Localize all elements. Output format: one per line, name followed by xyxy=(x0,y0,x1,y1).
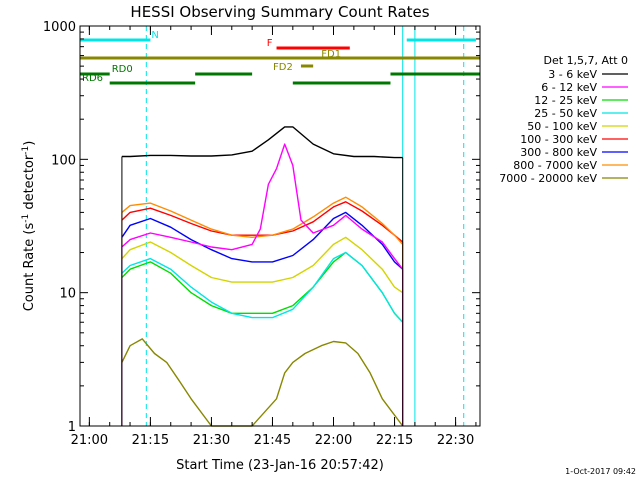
y-axis-label-superscript: -1 xyxy=(21,146,31,155)
y-tick-label: 10 xyxy=(59,287,76,302)
x-tick-label: 21:30 xyxy=(193,433,230,448)
y-axis: 1 10 100 1000 xyxy=(43,20,480,435)
legend-label: 12 - 25 keV xyxy=(534,94,597,107)
legend-label: 300 - 800 keV xyxy=(520,146,597,159)
legend-label: 100 - 300 keV xyxy=(520,133,597,146)
y-axis-label-superscript: -1 xyxy=(21,214,31,223)
legend-label: 50 - 100 keV xyxy=(527,120,597,133)
series-line xyxy=(121,196,404,245)
series-line xyxy=(121,126,403,159)
series-line xyxy=(121,338,404,427)
x-axis: 21:00 21:15 21:30 21:45 22:00 22:15 22:30 xyxy=(71,26,477,448)
y-axis-label-part: Count Rate (s xyxy=(22,223,37,312)
legend-label: 25 - 50 keV xyxy=(534,107,597,120)
x-tick-label: 22:15 xyxy=(376,433,413,448)
legend-label: 3 - 6 keV xyxy=(548,68,597,81)
legend-label: 7000 - 20000 keV xyxy=(499,172,597,185)
series-group xyxy=(121,126,404,427)
chart-title: HESSI Observing Summary Count Rates xyxy=(130,3,429,21)
x-tick-label: 21:15 xyxy=(132,433,169,448)
flag-label-rd6: RD6 xyxy=(82,73,103,84)
y-tick-label: 1000 xyxy=(43,20,76,35)
series-line xyxy=(121,236,404,294)
flag-label-n: N xyxy=(151,30,158,41)
legend-label: 800 - 7000 keV xyxy=(513,159,597,172)
legend-label: 6 - 12 keV xyxy=(541,81,597,94)
y-tick-label: 100 xyxy=(51,153,76,168)
flag-label-fd2: FD2 xyxy=(273,62,293,73)
footer-timestamp: 1-Oct-2017 09:42 xyxy=(565,467,636,476)
x-tick-label: 21:00 xyxy=(71,433,108,448)
series-line xyxy=(121,211,404,270)
series-line xyxy=(121,251,404,323)
x-tick-label: 21:45 xyxy=(254,433,291,448)
x-axis-label: Start Time (23-Jan-16 20:57:42) xyxy=(176,458,384,473)
plot-frame xyxy=(79,25,481,427)
legend-title: Det 1,5,7, Att 0 xyxy=(544,54,628,67)
flag-label-rd0: RD0 xyxy=(112,64,133,75)
x-tick-label: 22:30 xyxy=(437,433,474,448)
y-axis-label-part: ) xyxy=(22,141,37,146)
flag-bars: N F FD1 FD2 RD0 RD6 xyxy=(80,30,480,85)
series-line xyxy=(121,143,404,270)
flag-label-fd1: FD1 xyxy=(321,49,341,60)
y-axis-label-part: detector xyxy=(22,154,37,214)
y-axis-label: Count Rate (s-1 detector-1) xyxy=(21,141,37,312)
x-tick-label: 22:00 xyxy=(315,433,352,448)
y-tick-label: 1 xyxy=(68,420,76,435)
flag-label-f: F xyxy=(267,38,273,49)
